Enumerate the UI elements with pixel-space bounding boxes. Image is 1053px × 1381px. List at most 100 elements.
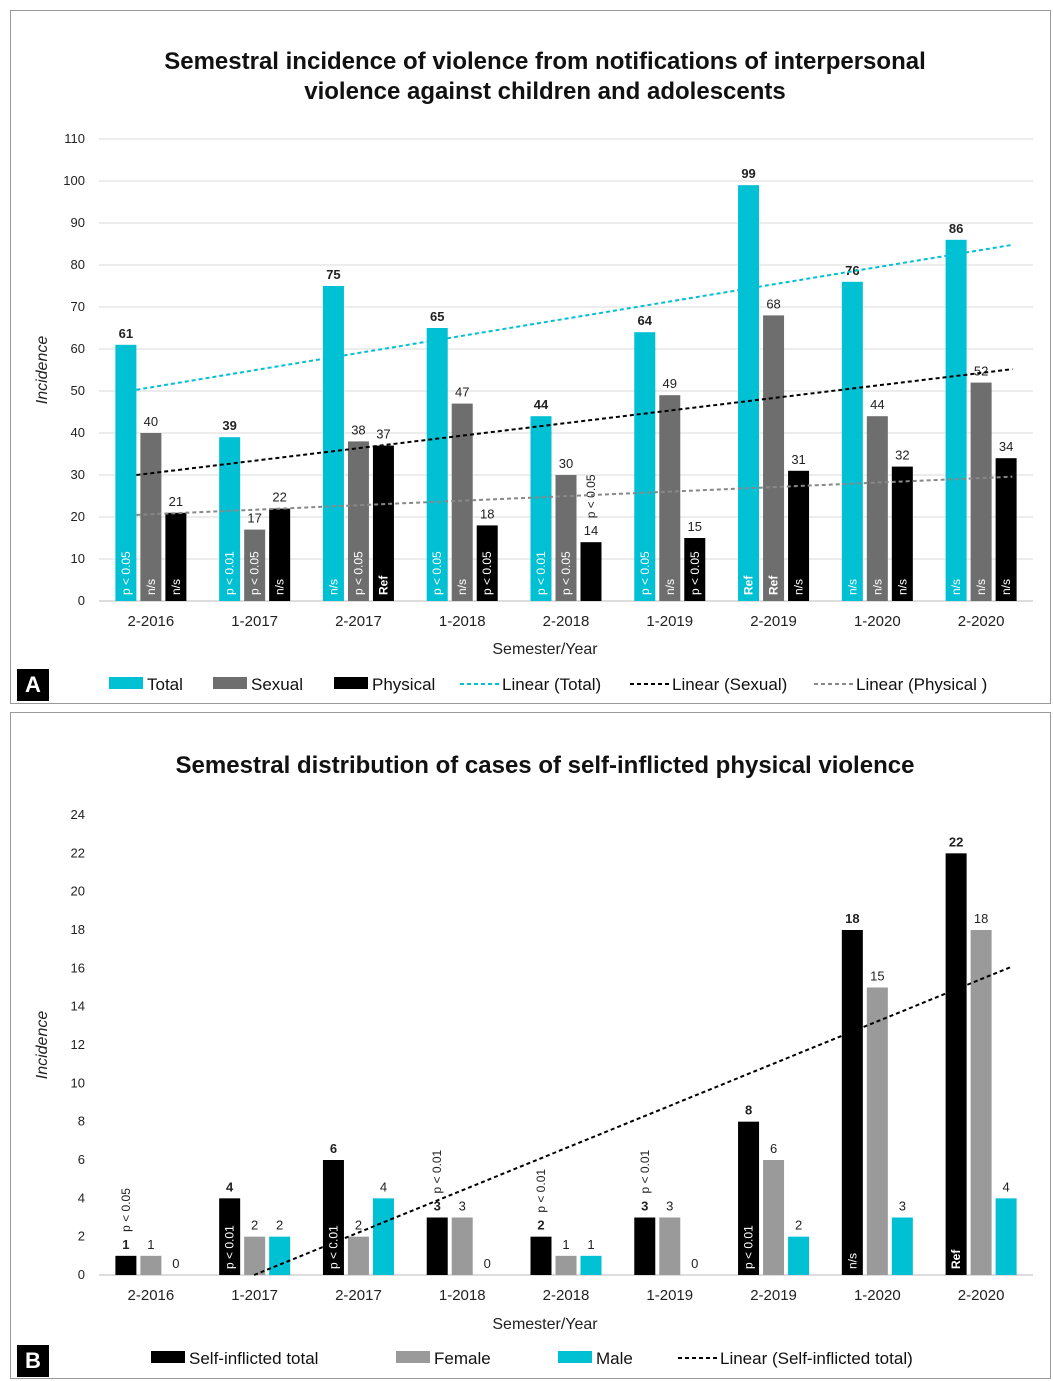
data-label: 21 (169, 494, 183, 509)
bar-female (555, 1255, 577, 1275)
y-tick-label: 8 (78, 1114, 85, 1129)
significance-annotation: n/s (144, 579, 158, 595)
data-label: 2 (276, 1218, 283, 1233)
bar-male (580, 1255, 602, 1275)
y-tick-label: 24 (71, 807, 85, 822)
panel-label-b: B (17, 1345, 49, 1377)
bar-sexual (140, 433, 162, 601)
legend-item-label: Female (434, 1349, 491, 1368)
bar-self-inflicted-total (322, 1160, 344, 1275)
data-label: 4 (226, 1179, 234, 1194)
data-label: 76 (845, 263, 859, 278)
significance-annotation: p < 0.01 (223, 551, 237, 595)
x-tick-label: 2-2019 (750, 613, 797, 630)
data-label: 75 (326, 267, 340, 282)
bar-total (426, 328, 448, 601)
y-tick-label: 4 (78, 1190, 85, 1205)
significance-annotation: p < 0.05 (119, 1188, 133, 1232)
significance-annotation: Ref (949, 1249, 963, 1269)
data-label: 17 (247, 511, 261, 526)
y-tick-label: 0 (78, 593, 85, 608)
significance-annotation: n/s (792, 579, 806, 595)
bar-physical (165, 512, 187, 601)
panel-b: Semestral distribution of cases of self-… (10, 712, 1051, 1379)
bar-sexual (866, 416, 888, 601)
bar-female (763, 1160, 785, 1275)
data-label: 52 (974, 364, 988, 379)
bar-total (841, 281, 863, 601)
bar-self-inflicted-total (426, 1217, 448, 1275)
significance-annotation: n/s (974, 579, 988, 595)
significance-annotation: p < 0.01 (638, 1149, 652, 1193)
data-label: 15 (688, 519, 702, 534)
data-label: 18 (845, 911, 859, 926)
data-label: 0 (172, 1256, 179, 1271)
x-axis-title: Semester/Year (492, 1316, 598, 1333)
y-tick-label: 6 (78, 1152, 85, 1167)
bar-total (634, 332, 656, 601)
significance-annotation: n/s (845, 579, 859, 595)
legend-swatch (109, 677, 143, 689)
data-label: 47 (455, 385, 469, 400)
bar-self-inflicted-total (530, 1236, 552, 1275)
legend-item-label: Physical (372, 675, 435, 694)
bar-self-inflicted-total (115, 1255, 137, 1275)
data-label: 61 (119, 326, 133, 341)
x-tick-label: 2-2017 (335, 1287, 382, 1304)
legend-item-label: Linear (Physical ) (856, 675, 987, 694)
bar-sexual (244, 529, 266, 601)
y-tick-label: 10 (71, 1075, 85, 1090)
significance-annotation: p < 0.01 (742, 1225, 756, 1269)
data-label: 3 (434, 1199, 441, 1214)
y-tick-label: 20 (71, 884, 85, 899)
significance-annotation: p < 0.05 (584, 474, 598, 518)
x-tick-label: 2-2018 (543, 613, 590, 630)
significance-annotation: p < 0.05 (638, 551, 652, 595)
x-axis-title: Semester/Year (492, 641, 598, 658)
x-tick-label: 1-2017 (231, 1287, 278, 1304)
bar-sexual (659, 395, 681, 601)
data-label: 2 (537, 1218, 544, 1233)
bar-sexual (347, 441, 369, 601)
data-label: 15 (870, 969, 884, 984)
bar-female (866, 987, 888, 1275)
data-label: 2 (251, 1218, 258, 1233)
x-tick-label: 1-2019 (646, 613, 693, 630)
bar-total (530, 416, 552, 601)
bar-total (322, 286, 344, 601)
bar-total (219, 437, 241, 601)
data-label: 3 (899, 1199, 906, 1214)
panel-label-a: A (17, 669, 49, 701)
bar-female (347, 1236, 369, 1275)
legend-swatch (213, 677, 247, 689)
y-axis-title: Incidence (34, 336, 51, 405)
x-tick-label: 2-2016 (128, 613, 175, 630)
data-label: 0 (691, 1256, 698, 1271)
y-tick-label: 80 (71, 257, 85, 272)
bar-female (970, 930, 992, 1275)
data-label: 1 (562, 1237, 569, 1252)
bar-male (372, 1198, 394, 1275)
bar-self-inflicted-total (841, 930, 863, 1275)
bar-self-inflicted-total (219, 1198, 241, 1275)
bar-physical (995, 458, 1017, 601)
significance-annotation: Ref (376, 575, 390, 595)
data-label: 22 (272, 490, 286, 505)
bar-total (945, 239, 967, 602)
significance-annotation: p < 0.01 (534, 551, 548, 595)
data-label: 22 (949, 834, 963, 849)
data-label: 14 (584, 523, 598, 538)
data-label: 49 (663, 376, 677, 391)
y-tick-label: 22 (71, 845, 85, 860)
x-tick-label: 1-2019 (646, 1287, 693, 1304)
data-label: 18 (974, 911, 988, 926)
significance-annotation: p < 0.05 (430, 551, 444, 595)
x-tick-label: 2-2019 (750, 1287, 797, 1304)
bar-female (140, 1255, 162, 1275)
chart-b-svg: Semestral distribution of cases of self-… (34, 752, 1033, 1368)
y-tick-label: 14 (71, 999, 85, 1014)
significance-annotation: n/s (326, 579, 340, 595)
significance-annotation: p < 0.01 (326, 1225, 340, 1269)
chart-title-line-1: Semestral distribution of cases of self-… (176, 752, 915, 779)
data-label: 39 (222, 418, 236, 433)
